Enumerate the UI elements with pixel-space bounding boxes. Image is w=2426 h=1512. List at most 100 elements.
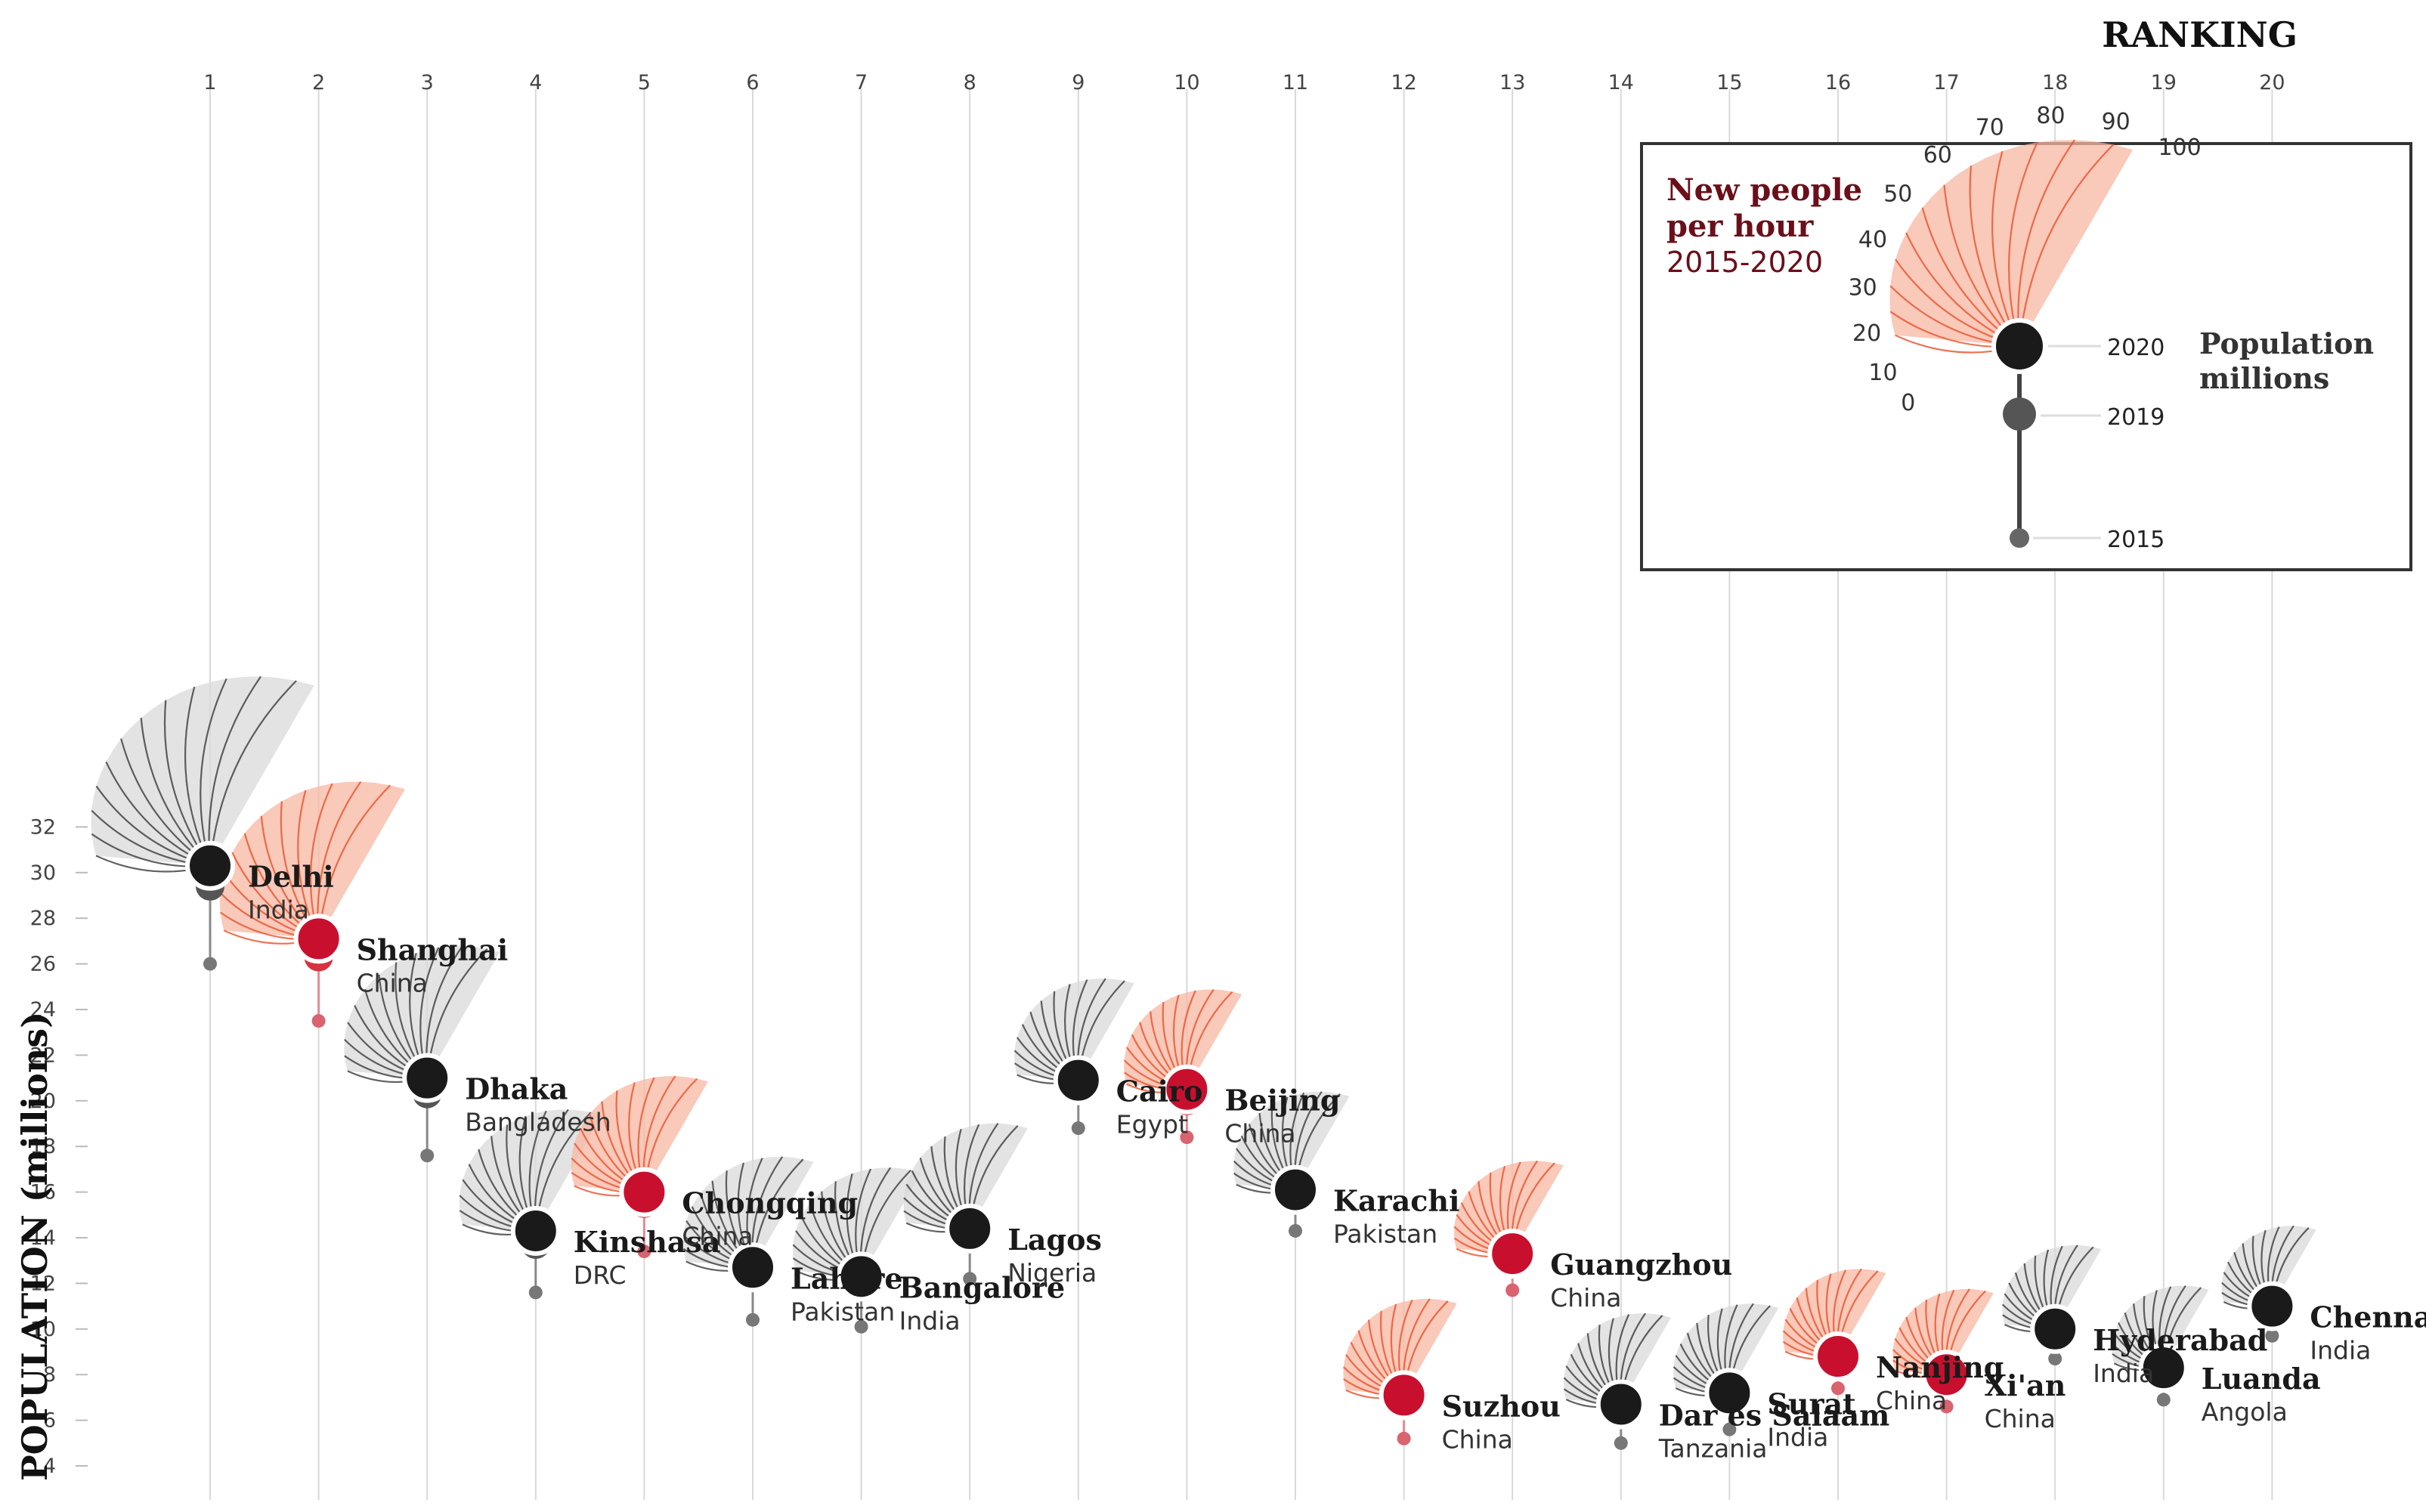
city-dar-es-salaam-country: Tanzania bbox=[1658, 1433, 1768, 1463]
city-hyderabad-dot-2020 bbox=[2030, 1303, 2081, 1354]
x-tick-label: 4 bbox=[529, 71, 542, 94]
x-axis-title: RANKING bbox=[2102, 14, 2298, 55]
city-chennai-dot-2015 bbox=[2265, 1328, 2279, 1343]
x-tick-label: 10 bbox=[1174, 71, 1199, 94]
y-tick-label: 26 bbox=[30, 953, 56, 976]
y-tick-label: 12 bbox=[30, 1272, 56, 1295]
y-tick-label: 24 bbox=[30, 998, 56, 1022]
city-delhi-dot-2020 bbox=[185, 840, 235, 891]
x-tick-label: 1 bbox=[203, 71, 216, 94]
city-luanda-country: Angola bbox=[2202, 1397, 2288, 1427]
y-tick-label: 18 bbox=[30, 1135, 56, 1158]
axis-ticks: 1 2 3 4 5 6 7 8 9 10 11 12 13 14 15 16 17 18 19 20468101214… bbox=[30, 71, 2285, 1478]
legend-scale-label: 70 bbox=[1976, 115, 2004, 141]
x-tick-label: 7 bbox=[855, 71, 868, 94]
city-cairo-dot-2020 bbox=[1053, 1055, 1103, 1105]
x-tick-label: 11 bbox=[1283, 71, 1308, 94]
y-tick-label: 28 bbox=[30, 907, 56, 930]
city-dar-es-salaam-dot-2015 bbox=[1614, 1436, 1628, 1450]
city-hyderabad-dot-2015 bbox=[2048, 1352, 2062, 1366]
city-cairo-label: Cairo bbox=[1116, 1074, 1203, 1108]
legend-box: New people per hour 2015-2020 010 20 30 40 5… bbox=[1640, 103, 2412, 571]
city-lahore-dot-2020 bbox=[728, 1242, 778, 1293]
city-surat-label: Surat bbox=[1767, 1387, 1856, 1421]
city-beijing-dot-2020 bbox=[1162, 1064, 1212, 1115]
legend-fan-shape-rib bbox=[2018, 144, 2115, 347]
x-tick-label: 16 bbox=[1825, 71, 1851, 94]
city-beijing-fan bbox=[1123, 988, 1242, 1093]
city-lagos-country: Nigeria bbox=[1007, 1258, 1097, 1288]
x-tick-label: 9 bbox=[1072, 71, 1085, 94]
city-surat-country: India bbox=[1767, 1422, 1828, 1452]
city-dar-es-salaam-label: Dar es Salaam bbox=[1659, 1398, 1890, 1432]
city-lahore-label: Lahore bbox=[791, 1261, 903, 1295]
legend-dot-2020 bbox=[1991, 318, 2047, 374]
city-nanjing-dot-2020 bbox=[1813, 1331, 1863, 1382]
x-tick-label: 14 bbox=[1608, 71, 1634, 94]
city-shanghai-dot-2020 bbox=[293, 914, 344, 964]
city-karachi-label: Karachi bbox=[1333, 1184, 1460, 1218]
city-lagos-dot-2015 bbox=[963, 1272, 977, 1286]
city-delhi-fan-rib bbox=[208, 676, 262, 866]
x-tick-label: 17 bbox=[1933, 71, 1959, 94]
x-tick-label: 12 bbox=[1391, 71, 1416, 94]
legend-title-2: per hour bbox=[1666, 209, 1814, 244]
city-bangalore-dot-2020 bbox=[836, 1251, 887, 1302]
legend-scale-label: 90 bbox=[2102, 109, 2130, 135]
city-shanghai-label: Shanghai bbox=[357, 932, 509, 966]
y-tick-label: 22 bbox=[30, 1044, 56, 1067]
legend-scale-label: 20 bbox=[1852, 320, 1881, 347]
legend-period: 2015-2020 bbox=[1666, 246, 1823, 279]
x-tick-label: 13 bbox=[1499, 71, 1525, 94]
city-suzhou-fan bbox=[1343, 1298, 1457, 1399]
legend-scale-label: 60 bbox=[1923, 142, 1952, 169]
city-kinshasa-label: Kinshasa bbox=[574, 1225, 721, 1259]
legend-fan-shape-area bbox=[1889, 140, 2133, 346]
city-chongqing-dot-2020 bbox=[619, 1167, 670, 1217]
city-suzhou-country: China bbox=[1442, 1424, 1513, 1454]
y-tick-label: 6 bbox=[43, 1409, 56, 1433]
legend-fan-shape-rib bbox=[2017, 139, 2076, 347]
city-shanghai-country: China bbox=[357, 968, 428, 997]
y-tick-label: 30 bbox=[30, 861, 56, 885]
legend-scale-label: 0 bbox=[1901, 390, 1915, 416]
city-guangzhou-dot-2020 bbox=[1487, 1229, 1538, 1279]
y-tick-label: 10 bbox=[30, 1318, 56, 1341]
legend-year-2019: 2019 bbox=[2107, 404, 2165, 431]
city-bangalore-label: Bangalore bbox=[899, 1270, 1066, 1304]
city-beijing-dot-2015 bbox=[1180, 1130, 1194, 1145]
legend-dot-2015 bbox=[2010, 528, 2029, 548]
city-chongqing-label: Chongqing bbox=[682, 1186, 858, 1220]
city-karachi-dot-2020 bbox=[1270, 1164, 1320, 1215]
city-dhaka-dot-2020 bbox=[402, 1053, 453, 1103]
city-chennai-dot-2020 bbox=[2247, 1281, 2298, 1331]
city-suzhou-dot-2020 bbox=[1379, 1370, 1429, 1421]
city-hyderabad-country: India bbox=[2093, 1359, 2154, 1388]
city-cairo-country: Egypt bbox=[1116, 1110, 1188, 1139]
legend-title-1: New people bbox=[1666, 172, 1862, 208]
marks-layer bbox=[185, 840, 2298, 1450]
city-bangalore-dot-2015 bbox=[854, 1319, 868, 1334]
legend-pop-label: Population bbox=[2199, 326, 2374, 360]
y-tick-label: 4 bbox=[43, 1455, 56, 1478]
legend-pop-unit: millions bbox=[2199, 361, 2329, 395]
x-tick-label: 8 bbox=[964, 71, 976, 94]
city-lahore-dot-2015 bbox=[746, 1313, 760, 1327]
city-karachi-dot-2015 bbox=[1289, 1223, 1302, 1238]
city-chongqing-dot-2015 bbox=[637, 1245, 651, 1259]
city-nanjing-label: Nanjing bbox=[1876, 1350, 2004, 1384]
city-shanghai-dot-2015 bbox=[311, 1014, 326, 1028]
city-delhi-fan-rib bbox=[209, 680, 297, 866]
city-dhaka-label: Dhaka bbox=[465, 1072, 568, 1106]
city-lagos-label: Lagos bbox=[1007, 1223, 1102, 1257]
city-delhi-label: Delhi bbox=[248, 860, 334, 894]
labels-layer: DelhiIndiaShanghaiChinaDhakaBangladeshKi… bbox=[248, 860, 2426, 1464]
city-chennai-country: India bbox=[2310, 1336, 2371, 1365]
city-suzhou-label: Suzhou bbox=[1442, 1389, 1561, 1423]
y-tick-label: 16 bbox=[30, 1181, 56, 1204]
x-tick-label: 19 bbox=[2151, 71, 2177, 94]
y-tick-label: 32 bbox=[30, 815, 56, 839]
legend-scale-label: 40 bbox=[1858, 227, 1887, 253]
x-tick-label: 20 bbox=[2259, 71, 2285, 94]
city-surat-dot-2015 bbox=[1722, 1422, 1737, 1436]
